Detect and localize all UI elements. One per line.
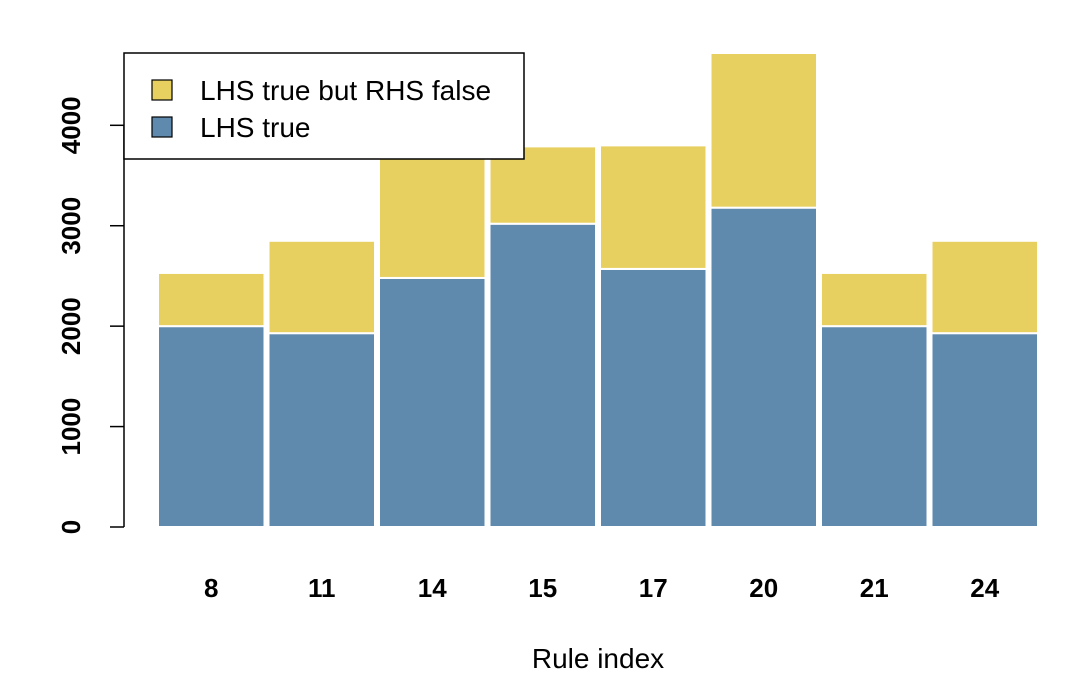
- x-tick-label: 24: [970, 573, 999, 603]
- y-tick-label: 3000: [56, 197, 86, 255]
- x-tick-label: 14: [418, 573, 447, 603]
- bar-11-series-1: [267, 239, 376, 335]
- y-tick-label: 1000: [56, 398, 86, 456]
- x-axis-label: Rule index: [532, 643, 664, 674]
- y-axis: 0 1000 2000 3000 4000: [56, 96, 125, 534]
- x-tick-label: 8: [204, 573, 218, 603]
- bar-20-series-0: [709, 206, 818, 528]
- y-tick-label: 4000: [56, 96, 86, 154]
- legend-label: LHS true but RHS false: [200, 75, 491, 106]
- x-axis-ticks: 8 11 14 15 17 20 21 24: [204, 573, 1000, 603]
- legend: LHS true but RHS false LHS true: [123, 52, 525, 160]
- x-tick-label: 21: [860, 573, 889, 603]
- legend-swatch: [151, 116, 173, 138]
- bar-17-series-1: [599, 144, 708, 270]
- bars: [157, 52, 1039, 529]
- x-tick-label: 17: [639, 573, 668, 603]
- bar-24-series-0: [930, 332, 1039, 528]
- x-tick-label: 15: [528, 573, 557, 603]
- x-tick-label: 20: [749, 573, 778, 603]
- bar-8-series-1: [157, 271, 266, 328]
- bar-24-series-1: [930, 239, 1039, 335]
- bar-21-series-1: [820, 271, 929, 328]
- bar-14-series-0: [378, 276, 487, 528]
- bar-21-series-0: [820, 325, 929, 529]
- bar-11-series-0: [267, 332, 376, 528]
- legend-box: [123, 52, 525, 160]
- x-tick-label: 11: [308, 573, 336, 603]
- legend-label: LHS true: [200, 112, 311, 143]
- bar-14-series-1: [378, 154, 487, 279]
- y-tick-label: 2000: [56, 297, 86, 355]
- bar-17-series-0: [599, 267, 708, 528]
- bar-15-series-0: [488, 222, 597, 528]
- legend-swatch: [151, 79, 173, 101]
- bar-8-series-0: [157, 325, 266, 529]
- y-tick-label: 0: [56, 520, 86, 534]
- bar-20-series-1: [709, 52, 818, 209]
